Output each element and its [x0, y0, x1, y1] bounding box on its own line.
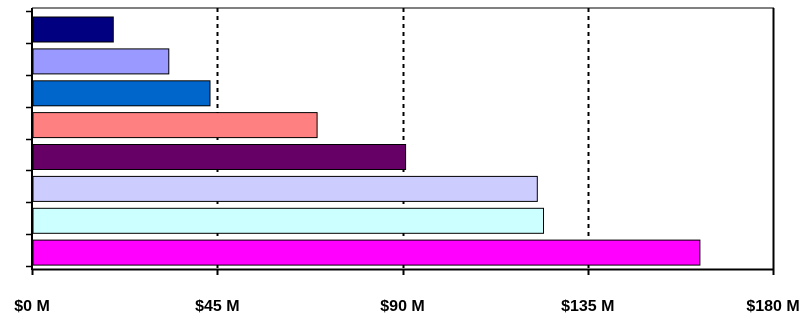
bar-2 — [32, 48, 170, 75]
bar-3 — [32, 80, 211, 107]
x-tick-label-0: $0 M — [14, 298, 50, 315]
axis-ticks — [26, 10, 775, 275]
x-tick-label-45: $45 M — [195, 298, 239, 315]
bar-4 — [32, 112, 318, 139]
x-tick-label-90: $90 M — [380, 298, 424, 315]
x-tick-label-135: $135 M — [561, 298, 614, 315]
bar-7 — [32, 207, 544, 234]
bar-5 — [32, 144, 407, 170]
bar-6 — [32, 175, 538, 202]
x-tick-labels: $0 M $45 M $90 M $135 M $180 M — [14, 298, 799, 315]
x-tick-label-180: $180 M — [746, 298, 799, 315]
bars — [32, 16, 701, 266]
bar-8 — [32, 239, 701, 266]
bar-1 — [32, 16, 114, 43]
